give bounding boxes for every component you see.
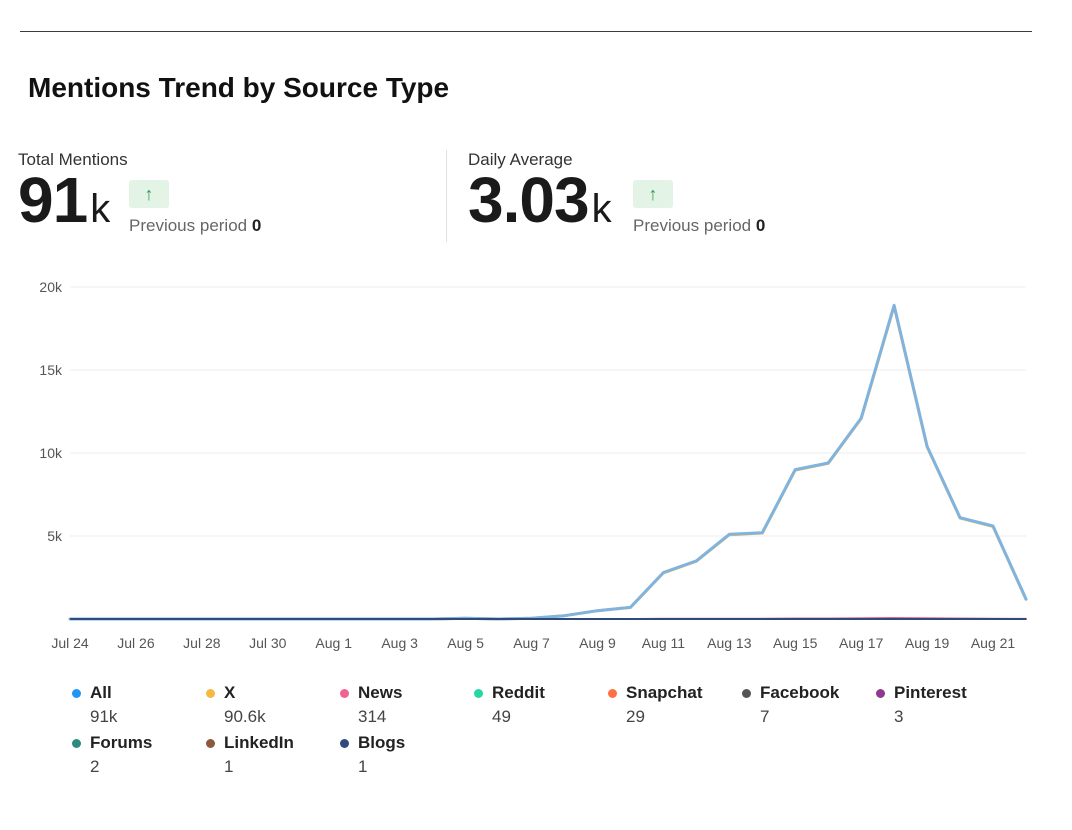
legend-item-name: Snapchat bbox=[626, 683, 703, 702]
legend-dot-icon bbox=[340, 689, 349, 698]
legend-item-snapchat[interactable]: Snapchat 29 bbox=[606, 682, 736, 728]
series-line-x bbox=[68, 304, 1028, 621]
arrow-up-icon: ↑ bbox=[129, 180, 169, 208]
x-tick-label: Aug 17 bbox=[839, 635, 884, 651]
x-tick-label: Aug 11 bbox=[642, 635, 686, 651]
legend-dot-icon bbox=[742, 689, 751, 698]
legend-item-count: 91k bbox=[90, 707, 118, 726]
arrow-up-icon: ↑ bbox=[633, 180, 673, 208]
total-previous-value: 0 bbox=[251, 216, 262, 235]
y-tick-label: 5k bbox=[47, 528, 63, 544]
y-tick-label: 20k bbox=[39, 279, 63, 295]
x-tick-label: Aug 13 bbox=[707, 635, 752, 651]
legend-item-x[interactable]: X 90.6k bbox=[204, 682, 334, 728]
chart-title: Mentions Trend by Source Type bbox=[28, 72, 450, 103]
x-tick-label: Jul 28 bbox=[183, 635, 221, 651]
x-tick-label: Jul 26 bbox=[117, 635, 155, 651]
legend-item-name: All bbox=[90, 683, 112, 702]
legend-item-all[interactable]: All 91k bbox=[70, 682, 200, 728]
x-tick-label: Aug 1 bbox=[315, 635, 352, 651]
daily-average-metric: Daily Average 3.03k ↑ Previous period 0 bbox=[468, 150, 888, 250]
legend-dot-icon bbox=[72, 739, 81, 748]
daily-average-number: 3.03 bbox=[468, 164, 590, 236]
legend-item-linkedin[interactable]: LinkedIn 1 bbox=[204, 732, 334, 778]
daily-average-label: Daily Average bbox=[468, 150, 573, 169]
metric-divider bbox=[446, 150, 447, 242]
legend-item-count: 49 bbox=[492, 707, 511, 726]
legend-dot-icon bbox=[206, 689, 215, 698]
legend-item-name: X bbox=[224, 683, 236, 702]
total-mentions-label: Total Mentions bbox=[18, 150, 128, 169]
x-tick-label: Aug 7 bbox=[513, 635, 550, 651]
legend-item-name: LinkedIn bbox=[224, 733, 294, 752]
legend-dot-icon bbox=[876, 689, 885, 698]
x-tick-label: Aug 19 bbox=[905, 635, 950, 651]
legend-item-name: Pinterest bbox=[894, 683, 967, 702]
daily-average-unit: k bbox=[591, 187, 612, 231]
legend-item-blogs[interactable]: Blogs 1 bbox=[338, 732, 468, 778]
y-tick-label: 10k bbox=[39, 445, 63, 461]
legend-item-pinterest[interactable]: Pinterest 3 bbox=[874, 682, 1004, 728]
legend-item-name: Facebook bbox=[760, 683, 840, 702]
total-mentions-metric: Total Mentions 91k ↑ Previous period 0 bbox=[18, 150, 438, 250]
legend-item-count: 29 bbox=[626, 707, 645, 726]
legend-item-count: 1 bbox=[358, 757, 368, 776]
series-line-all bbox=[68, 303, 1028, 621]
total-previous-label: Previous period bbox=[129, 216, 248, 235]
chart-legend: All 91k X 90.6k News 314 Reddit 49 Snapchat 29 Fac… bbox=[70, 682, 1030, 792]
legend-item-count: 2 bbox=[90, 757, 100, 776]
legend-item-name: News bbox=[358, 683, 403, 702]
legend-item-news[interactable]: News 314 bbox=[338, 682, 468, 728]
legend-item-count: 1 bbox=[224, 757, 234, 776]
legend-dot-icon bbox=[474, 689, 483, 698]
legend-dot-icon bbox=[608, 689, 617, 698]
total-previous-period: Previous period 0 bbox=[129, 216, 261, 236]
y-tick-label: 15k bbox=[39, 362, 63, 378]
x-tick-label: Jul 30 bbox=[249, 635, 287, 651]
total-mentions-number: 91 bbox=[18, 164, 88, 236]
legend-item-forums[interactable]: Forums 2 bbox=[70, 732, 200, 778]
top-divider bbox=[20, 31, 1032, 32]
legend-item-count: 7 bbox=[760, 707, 770, 726]
daily-average-value: 3.03k bbox=[468, 168, 612, 232]
daily-previous-value: 0 bbox=[755, 216, 766, 235]
daily-previous-period: Previous period 0 bbox=[633, 216, 765, 236]
daily-previous-label: Previous period bbox=[633, 216, 752, 235]
x-tick-label: Aug 3 bbox=[381, 635, 418, 651]
legend-item-name: Reddit bbox=[492, 683, 545, 702]
legend-item-name: Forums bbox=[90, 733, 153, 752]
legend-dot-icon bbox=[206, 739, 215, 748]
x-tick-label: Aug 21 bbox=[971, 635, 1016, 651]
x-tick-label: Aug 9 bbox=[579, 635, 616, 651]
total-mentions-unit: k bbox=[90, 187, 111, 231]
x-tick-label: Jul 24 bbox=[51, 635, 89, 651]
legend-dot-icon bbox=[340, 739, 349, 748]
mentions-line-chart: 5k 10k 15k 20k Jul 24 Jul 26 Jul 28 Jul 30 Aug 1… bbox=[39, 279, 1028, 651]
total-mentions-value: 91k bbox=[18, 168, 110, 232]
x-tick-label: Aug 15 bbox=[773, 635, 818, 651]
legend-item-name: Blogs bbox=[358, 733, 406, 752]
legend-item-count: 3 bbox=[894, 707, 904, 726]
legend-item-count: 314 bbox=[358, 707, 387, 726]
legend-item-count: 90.6k bbox=[224, 707, 266, 726]
x-tick-label: Aug 5 bbox=[447, 635, 484, 651]
legend-item-reddit[interactable]: Reddit 49 bbox=[472, 682, 602, 728]
legend-dot-icon bbox=[72, 689, 81, 698]
legend-item-facebook[interactable]: Facebook 7 bbox=[740, 682, 870, 728]
